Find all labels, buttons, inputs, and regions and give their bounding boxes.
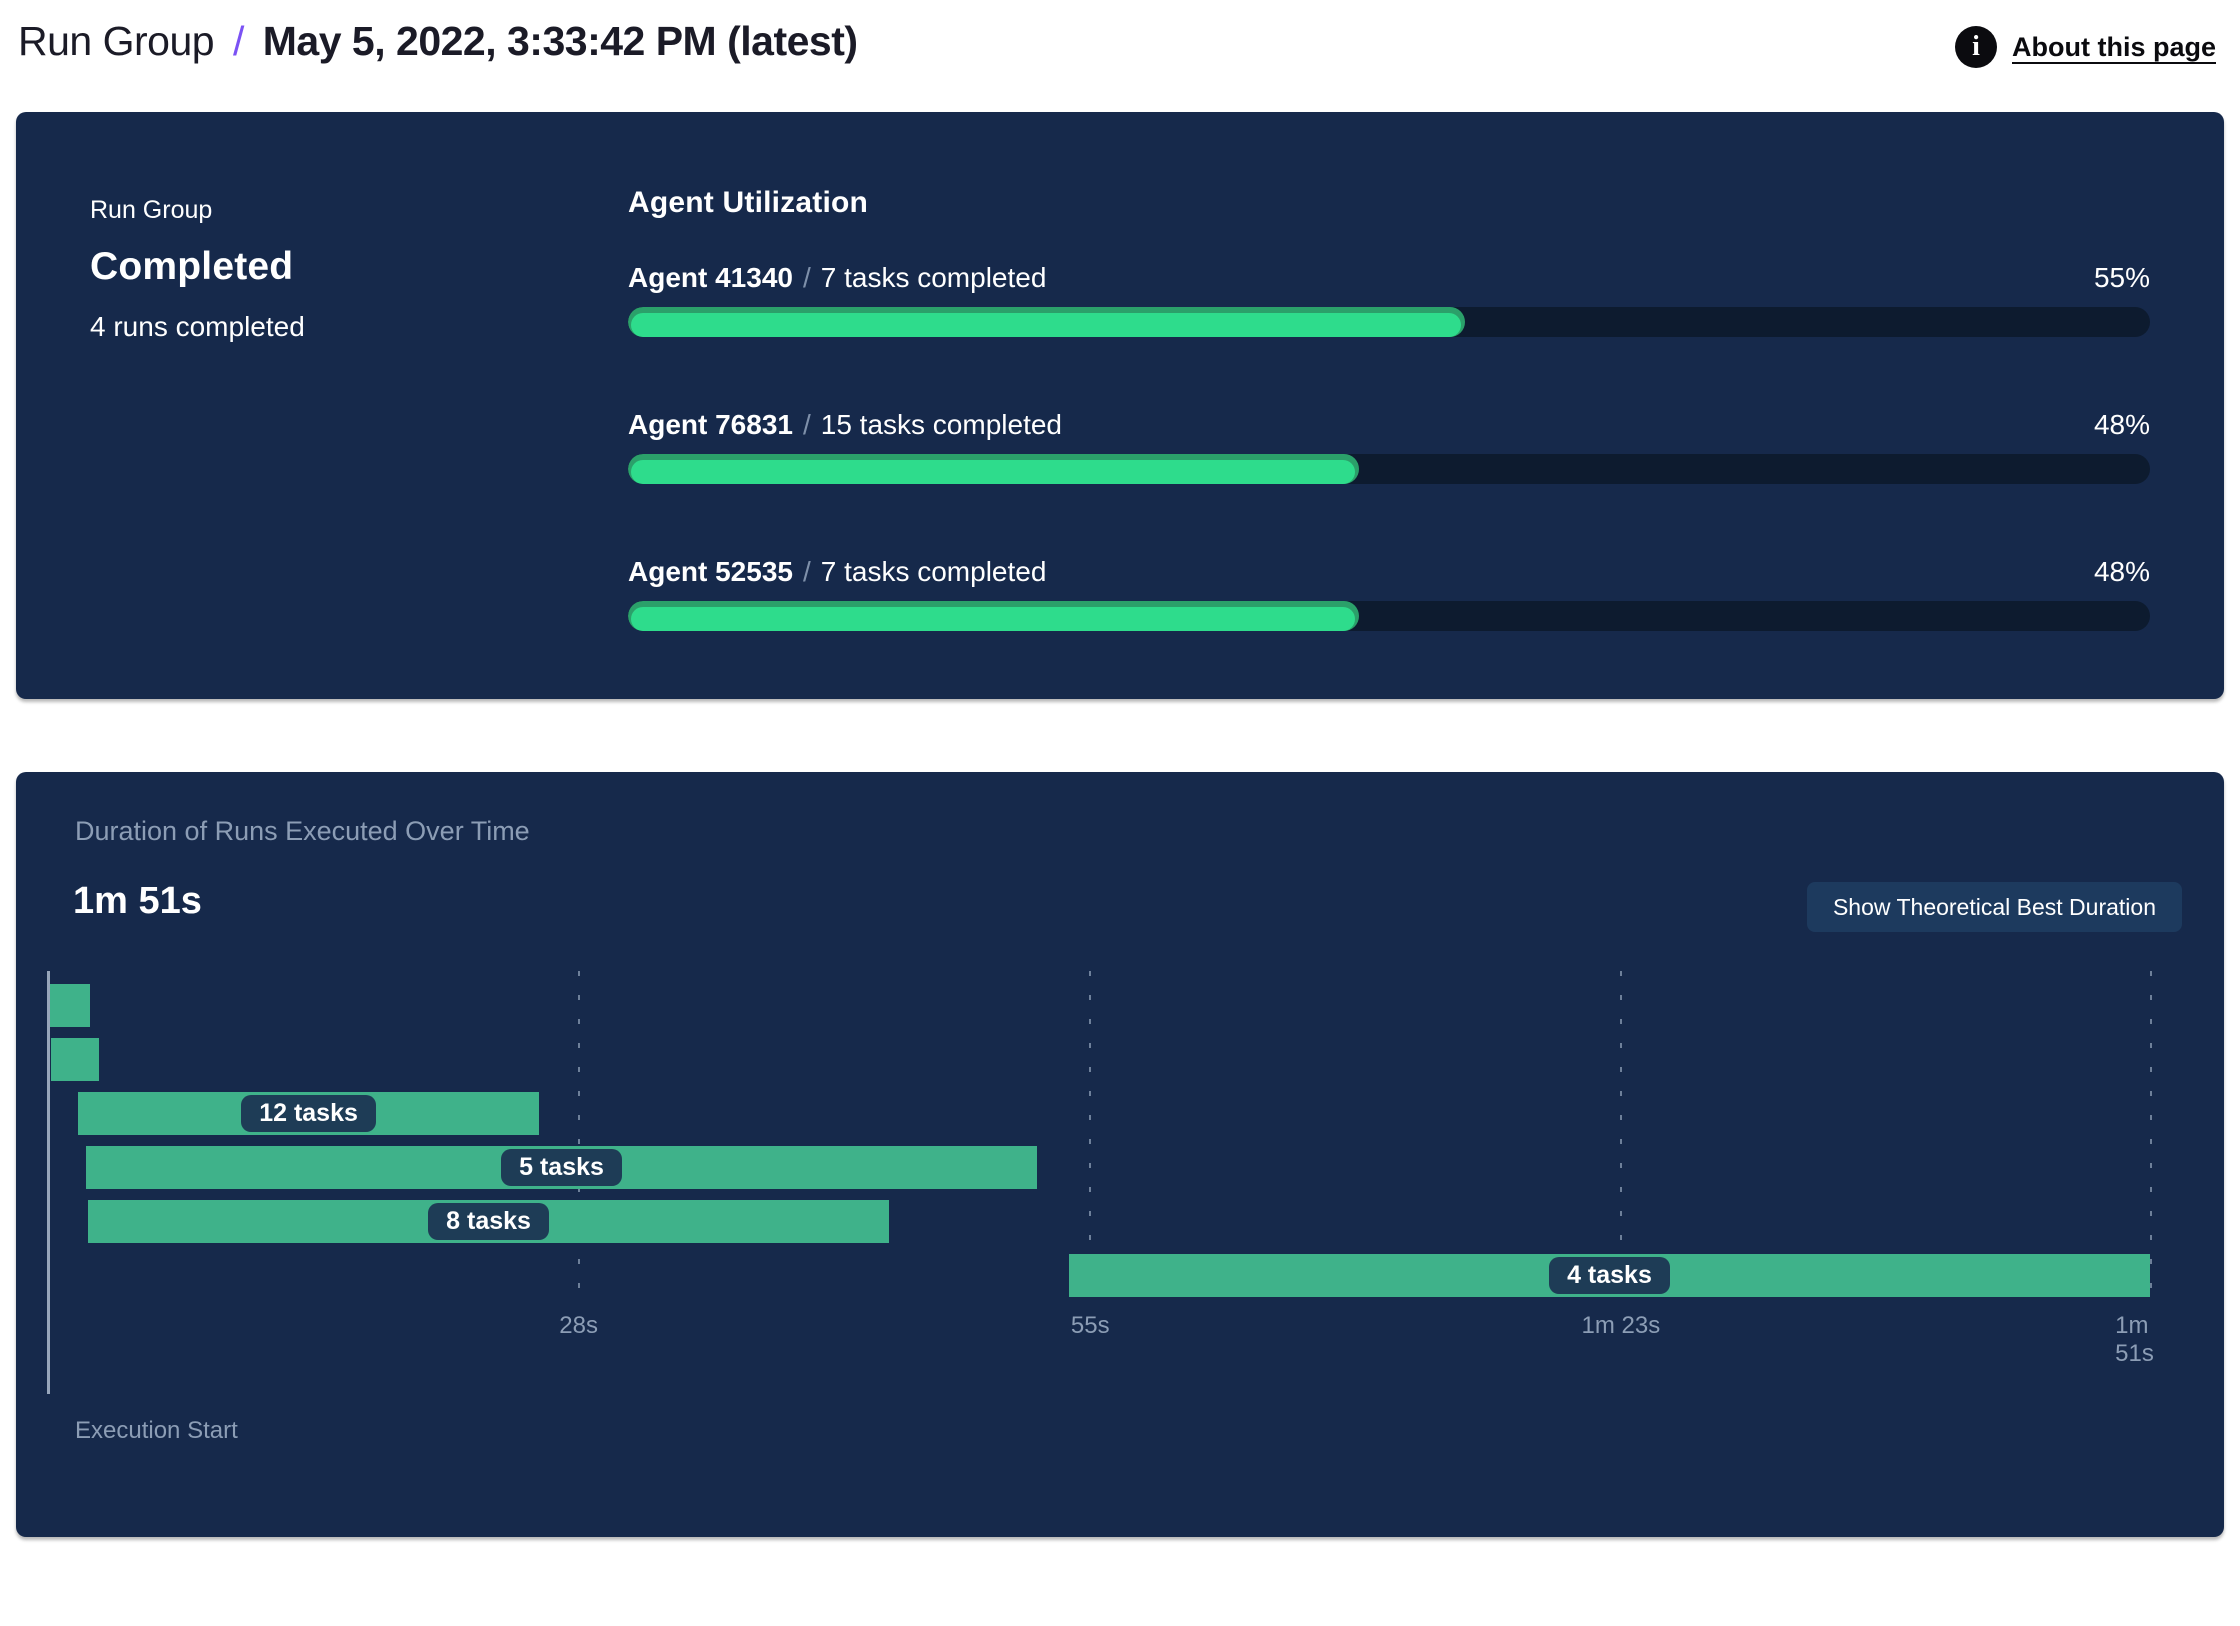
x-tick-label: 1m 23s [1581,1312,1661,1339]
agent-separator: / [802,262,811,293]
run-group-label: Run Group [90,196,213,224]
runs-completed-count: 4 runs completed [90,311,305,342]
agent-separator: / [802,409,811,440]
agent-row: Agent 76831 / 15 tasks completed 48% [628,409,2150,484]
run-duration-bar[interactable] [50,1038,100,1081]
agent-name: Agent 52535 [628,556,793,587]
agent-utilization-percent: 48% [2093,409,2150,440]
agent-name: Agent 41340 [628,262,793,293]
task-count-pill: 12 tasks [241,1095,376,1132]
x-tick-label: 1m 51s [2115,1312,2154,1367]
task-count-pill: 8 tasks [428,1203,549,1240]
about-this-page[interactable]: i About this page [1955,26,2216,68]
run-duration-bar[interactable]: 4 tasks [1069,1254,2150,1297]
page-title: Run Group / May 5, 2022, 3:33:42 PM (lat… [18,18,2216,65]
agent-tasks-completed: 7 tasks completed [820,262,1047,293]
page-header: Run Group / May 5, 2022, 3:33:42 PM (lat… [0,0,2240,112]
run-duration-bar[interactable]: 5 tasks [85,1146,1038,1189]
breadcrumb: Run Group [18,18,215,64]
task-count-pill: 4 tasks [1549,1257,1670,1294]
task-count-pill: 5 tasks [501,1149,622,1186]
duration-chart-title: Duration of Runs Executed Over Time [75,816,530,846]
execution-start-label: Execution Start [75,1417,238,1444]
agent-progress-fill-highlight [631,313,1462,337]
agent-tasks-completed: 7 tasks completed [820,556,1047,587]
agent-row: Agent 52535 / 7 tasks completed 48% [628,556,2150,631]
y-axis-line [47,971,50,1394]
gantt-chart: 28s 55s 1m 23s 1m 51s 12 tasks 5 tasks 8 tasks… [16,772,2224,1537]
agent-utilization-title: Agent Utilization [628,186,869,219]
agent-utilization-section: Agent Utilization Agent 41340 / 7 tasks … [628,186,2150,631]
agent-progress-fill [628,601,1359,631]
x-tick-label: 28s [559,1312,598,1339]
run-duration-bar[interactable] [49,984,90,1027]
agent-utilization-percent: 48% [2093,556,2150,587]
agent-progress-fill-highlight [631,460,1355,484]
status-badge: Completed [90,245,294,288]
agent-progress-fill [628,454,1359,484]
x-gridline [2150,971,2153,1307]
breadcrumb-separator: / [232,18,244,64]
agent-progress-fill-highlight [631,607,1355,631]
total-duration-value: 1m 51s [73,880,202,922]
agent-name: Agent 76831 [628,409,793,440]
agent-progress-track [628,307,2150,337]
agent-tasks-completed: 15 tasks completed [820,409,1062,440]
x-gridline [1619,971,1622,1307]
agent-row-label: Agent 76831 / 15 tasks completed 48% [628,409,2150,441]
agent-progress-track [628,601,2150,631]
duration-chart-card: Duration of Runs Executed Over Time 1m 5… [16,772,2224,1537]
agent-separator: / [802,556,811,587]
about-link[interactable]: About this page [2012,31,2216,62]
show-theoretical-best-duration-button[interactable]: Show Theoretical Best Duration [1806,882,2182,932]
agent-row-label: Agent 41340 / 7 tasks completed 55% [628,262,2150,294]
info-icon[interactable]: i [1955,26,1997,68]
run-group-status-card: Run Group Completed 4 runs completed Age… [16,112,2224,699]
x-tick-label: 55s [1070,1312,1110,1339]
agent-row-label: Agent 52535 / 7 tasks completed 48% [628,556,2150,588]
run-duration-bar[interactable]: 12 tasks [78,1092,539,1135]
agent-row: Agent 41340 / 7 tasks completed 55% [628,262,2150,337]
run-group-summary: Run Group Completed 4 runs completed [90,196,305,343]
page-title-current: May 5, 2022, 3:33:42 PM (latest) [262,18,858,64]
agent-progress-track [628,454,2150,484]
run-duration-bar[interactable]: 8 tasks [87,1200,890,1243]
x-gridline [577,971,580,1307]
agent-utilization-percent: 55% [2093,262,2150,293]
x-gridline [1089,971,1092,1307]
agent-progress-fill [628,307,1466,337]
